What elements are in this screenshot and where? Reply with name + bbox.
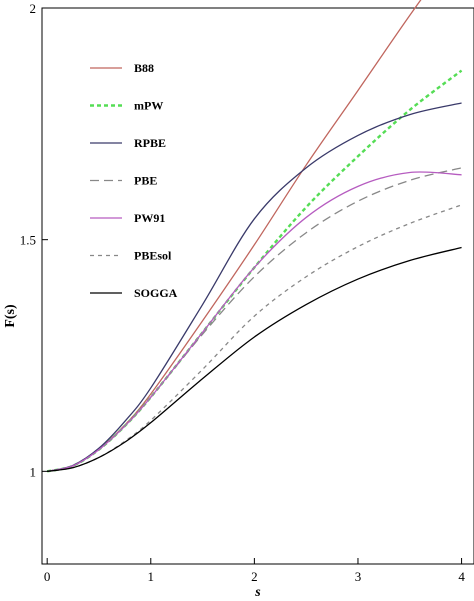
series-line-rpbe xyxy=(47,102,462,472)
legend-label-pbe: PBE xyxy=(134,174,157,188)
x-tick-label: 2 xyxy=(251,569,258,584)
series-line-sogga xyxy=(47,246,462,472)
series-line-b88 xyxy=(47,0,422,472)
x-tick-label: 4 xyxy=(458,569,465,584)
legend-label-pw91: PW91 xyxy=(134,211,165,225)
series-line-pw91 xyxy=(47,171,462,472)
y-axis-title: F(s) xyxy=(3,304,18,328)
series-layer xyxy=(46,0,463,473)
axes-layer: 0 1 2 3 4 1 1.5 2 xyxy=(20,1,466,584)
x-tick-label: 3 xyxy=(355,569,362,584)
x-tick-label: 0 xyxy=(44,569,51,584)
legend-label-rpbe: RPBE xyxy=(134,136,166,150)
y-tick-label: 1 xyxy=(30,464,37,479)
y-tick-label: 2 xyxy=(30,1,37,16)
series-line-mpw xyxy=(46,69,463,473)
x-tick-label: 1 xyxy=(148,569,155,584)
legend-label-b88: B88 xyxy=(134,61,154,75)
y-tick-label: 1.5 xyxy=(20,233,36,248)
legend-label-mpw: mPW xyxy=(134,99,163,113)
x-axis-title: s xyxy=(254,585,261,600)
series-line-pbe xyxy=(47,167,462,472)
legend-label-pbesol: PBEsol xyxy=(134,249,172,263)
series-line-pbesol xyxy=(47,204,462,472)
legend-label-sogga: SOGGA xyxy=(134,286,178,300)
plot-area-frame xyxy=(41,7,474,565)
legend: B88 mPW RPBE PBE PW91 PBEsol SOGGA xyxy=(90,61,178,300)
